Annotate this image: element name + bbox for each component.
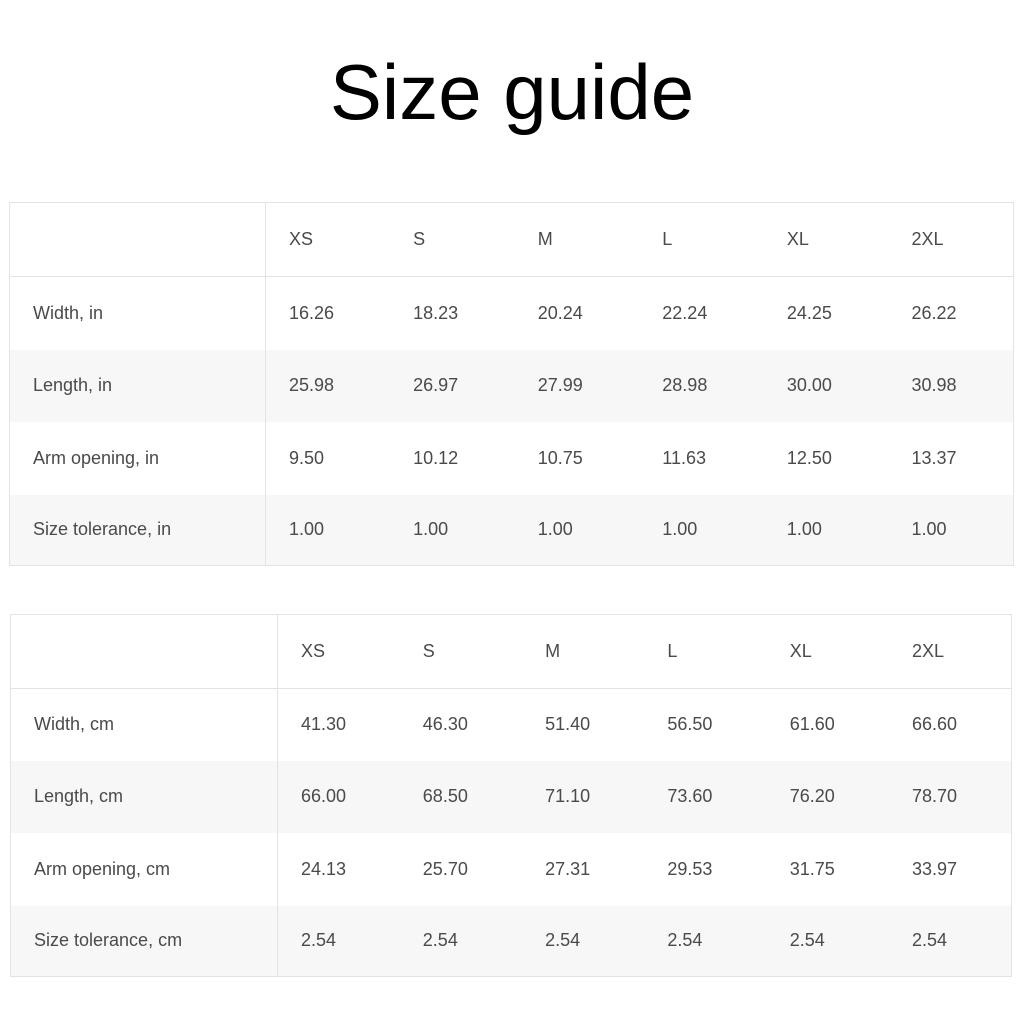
value-cell: 27.31 (545, 858, 591, 879)
size-header-s: S (390, 202, 515, 277)
size-header-l: L (639, 202, 764, 277)
value-cell: 25.70 (422, 858, 468, 879)
value-cell: 78.70 (888, 760, 1012, 833)
row-label: Width, cm (10, 688, 278, 761)
value-cell: 28.98 (639, 349, 764, 422)
value-cell: 46.30 (422, 714, 468, 735)
size-header-xl: XL (766, 614, 889, 689)
value-cell: 2.54 (888, 905, 1012, 977)
table-row: Arm opening, in 9.50 10.12 10.75 11.63 12.50 1… (9, 421, 1014, 495)
value-cell: 25.98 (265, 349, 391, 422)
value-cell: 73.60 (644, 760, 767, 833)
value-cell: 1.00 (888, 494, 1014, 566)
value-cell: 20.24 (537, 302, 583, 323)
size-header-xs: XS (277, 614, 400, 689)
value-cell: 61.60 (789, 714, 835, 735)
value-cell: 29.53 (667, 858, 713, 879)
value-cell: 18.23 (413, 302, 459, 323)
row-label: Size tolerance, cm (10, 905, 278, 977)
header-row: XS S M L XL 2XL (10, 614, 1012, 689)
value-cell: 1.00 (639, 494, 764, 566)
size-header-xs: XS (265, 202, 391, 277)
value-cell: 31.75 (789, 858, 835, 879)
size-table-inches: XS S M L XL 2XL Width, in 16.26 18.23 20.24 22.24 2… (9, 202, 1014, 566)
row-label: Arm opening, cm (10, 832, 278, 906)
value-cell: 30.00 (763, 349, 889, 422)
value-cell: 1.00 (763, 494, 889, 566)
size-header-2xl: 2XL (888, 614, 1012, 689)
corner-cell (10, 614, 278, 689)
row-label: Length, cm (10, 760, 278, 833)
size-header-l: L (644, 614, 767, 689)
size-header-2xl: 2XL (888, 202, 1014, 277)
value-cell: 11.63 (662, 447, 706, 468)
value-cell: 33.97 (911, 858, 958, 879)
value-cell: 27.99 (514, 349, 640, 422)
value-cell: 66.60 (911, 714, 958, 735)
size-table-cm: XS S M L XL 2XL Width, cm 41.30 46.30 51.40 56.50 6… (10, 614, 1012, 977)
table-row: Size tolerance, in 1.00 1.00 1.00 1.00 1.00 1.… (9, 494, 1014, 566)
value-cell: 12.50 (786, 447, 832, 468)
value-cell: 2.54 (522, 905, 645, 977)
value-cell: 51.40 (545, 714, 591, 735)
row-label: Size tolerance, in (9, 494, 266, 566)
size-header-s: S (399, 614, 523, 689)
value-cell: 1.00 (514, 494, 640, 566)
value-cell: 68.50 (399, 760, 523, 833)
table-row: Length, cm 66.00 68.50 71.10 73.60 76.20 78.70 (10, 760, 1012, 833)
size-header-m: M (522, 614, 645, 689)
table-row: Arm opening, cm 24.13 25.70 27.31 29.53 31.75… (10, 832, 1012, 906)
table-row: Width, in 16.26 18.23 20.24 22.24 24.25 26.22 (9, 276, 1014, 350)
value-cell: 10.12 (413, 447, 459, 468)
size-header-xl: XL (763, 202, 889, 277)
value-cell: 2.54 (399, 905, 523, 977)
value-cell: 26.97 (390, 349, 515, 422)
value-cell: 22.24 (662, 302, 708, 323)
value-cell: 24.25 (786, 302, 832, 323)
value-cell: 13.37 (911, 447, 957, 468)
value-cell: 9.50 (289, 447, 325, 468)
value-cell: 24.13 (301, 858, 347, 879)
value-cell: 76.20 (766, 760, 889, 833)
value-cell: 26.22 (911, 302, 957, 323)
table-row: Width, cm 41.30 46.30 51.40 56.50 61.60 66.60 (10, 688, 1012, 761)
page-title: Size guide (329, 48, 695, 136)
corner-cell (9, 202, 266, 277)
header-row: XS S M L XL 2XL (9, 202, 1014, 277)
value-cell: 1.00 (390, 494, 515, 566)
size-header-m: M (514, 202, 640, 277)
value-cell: 56.50 (667, 714, 713, 735)
value-cell: 66.00 (277, 760, 400, 833)
table-row: Size tolerance, cm 2.54 2.54 2.54 2.54 2.54 2.… (10, 905, 1012, 977)
value-cell: 30.98 (888, 349, 1014, 422)
value-cell: 2.54 (277, 905, 400, 977)
table-row: Length, in 25.98 26.97 27.99 28.98 30.00 30.98 (9, 349, 1014, 422)
row-label: Width, in (9, 276, 266, 350)
value-cell: 1.00 (265, 494, 391, 566)
value-cell: 2.54 (766, 905, 889, 977)
value-cell: 2.54 (644, 905, 767, 977)
value-cell: 41.30 (301, 714, 347, 735)
value-cell: 71.10 (522, 760, 645, 833)
value-cell: 16.26 (289, 302, 335, 323)
row-label: Arm opening, in (9, 421, 266, 495)
value-cell: 10.75 (537, 447, 583, 468)
row-label: Length, in (9, 349, 266, 422)
